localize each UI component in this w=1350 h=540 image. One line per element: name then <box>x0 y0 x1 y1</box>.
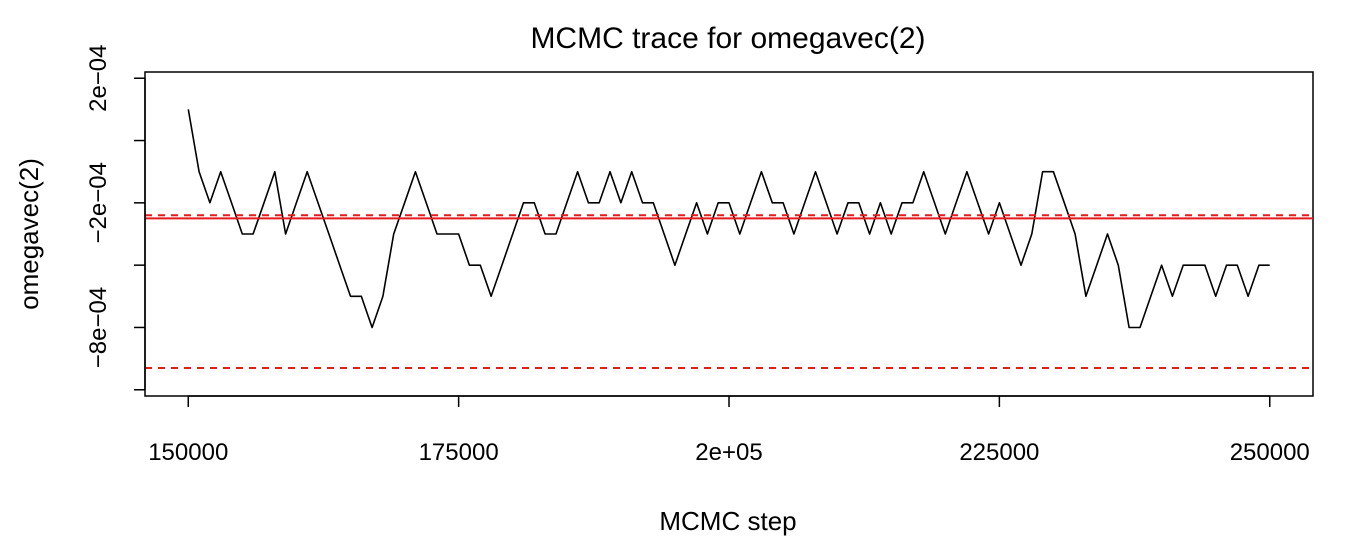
chart-title: MCMC trace for omegavec(2) <box>530 22 925 55</box>
x-tick-label: 2e+05 <box>695 439 762 466</box>
plot-frame <box>144 71 1314 397</box>
y-axis: 2e−04 −2e−04 −8e−04 <box>85 44 146 391</box>
trace-layer <box>187 109 1270 329</box>
x-tick-label: 225000 <box>959 439 1039 466</box>
x-tick-label: 150000 <box>148 439 228 466</box>
x-axis: 150000 175000 2e+05 225000 250000 <box>148 395 1310 466</box>
x-axis-label: MCMC step <box>659 506 796 536</box>
y-tick-label: −8e−04 <box>85 287 112 368</box>
reference-lines <box>145 214 1313 369</box>
y-tick-label: −2e−04 <box>85 162 112 243</box>
x-tick-label: 250000 <box>1230 439 1310 466</box>
y-axis-label: omegavec(2) <box>14 158 44 310</box>
y-tick-label: 2e−04 <box>85 44 112 111</box>
trace-series-0 <box>187 109 1270 329</box>
x-tick-label: 175000 <box>419 439 499 466</box>
